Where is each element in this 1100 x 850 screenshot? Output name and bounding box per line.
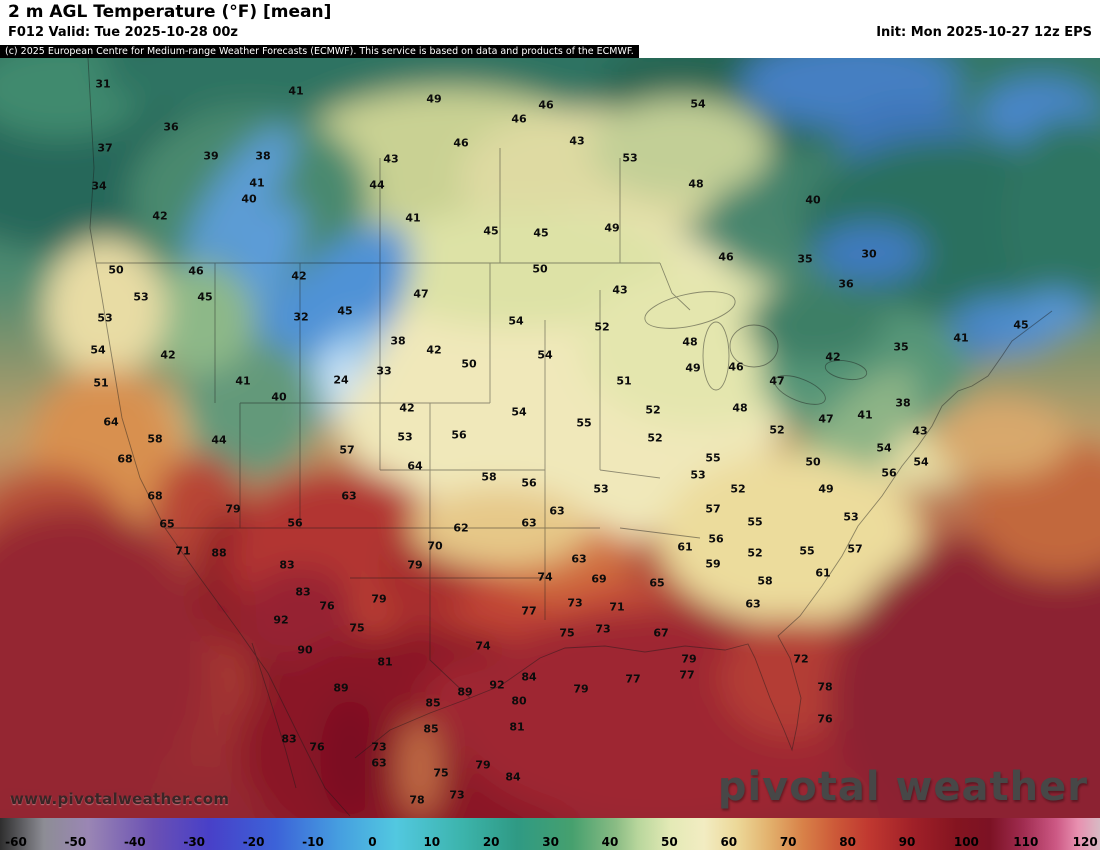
colorbar-tick: 40 [601, 835, 619, 849]
colorbar-tick: 110 [1013, 835, 1039, 849]
colorbar-tick: 20 [482, 835, 500, 849]
temperature-map [0, 58, 1100, 818]
colorbar-tick: 100 [953, 835, 979, 849]
colorbar-tick: -20 [242, 835, 265, 849]
colorbar-tick: 0 [368, 835, 377, 849]
colorbar-tick: 10 [423, 835, 441, 849]
colorbar-tick: -40 [123, 835, 146, 849]
init-time: Init: Mon 2025-10-27 12z EPS [876, 25, 1092, 40]
map-title: 2 m AGL Temperature (°F) [mean] [8, 2, 332, 22]
brand-watermark: pivotal weather [717, 764, 1088, 810]
temperature-field [0, 58, 1100, 818]
colorbar-tick: 90 [898, 835, 916, 849]
colorbar: -60 -50 -40 -30 -20 -10 0 10 20 30 40 50 60 70 80 90 100… [0, 818, 1100, 850]
colorbar-tick: -30 [183, 835, 206, 849]
header: 2 m AGL Temperature (°F) [mean] F012 Val… [0, 0, 1100, 45]
valid-time: F012 Valid: Tue 2025-10-28 00z [8, 25, 238, 40]
colorbar-tick: 60 [720, 835, 738, 849]
copyright-text: (c) 2025 European Centre for Medium-rang… [0, 45, 639, 58]
map-borders [87, 58, 1053, 817]
colorbar-tick: 30 [542, 835, 559, 849]
colorbar-tick: 50 [661, 835, 678, 849]
colorbar-tick: 70 [779, 835, 797, 849]
colorbar-tick: 80 [839, 835, 856, 849]
colorbar-tick: -10 [302, 835, 324, 849]
site-watermark: www.pivotalweather.com [10, 790, 230, 808]
colorbar-tick: -60 [5, 835, 27, 849]
colorbar-tick: 120 [1072, 835, 1098, 849]
colorbar-tick: -50 [64, 835, 87, 849]
